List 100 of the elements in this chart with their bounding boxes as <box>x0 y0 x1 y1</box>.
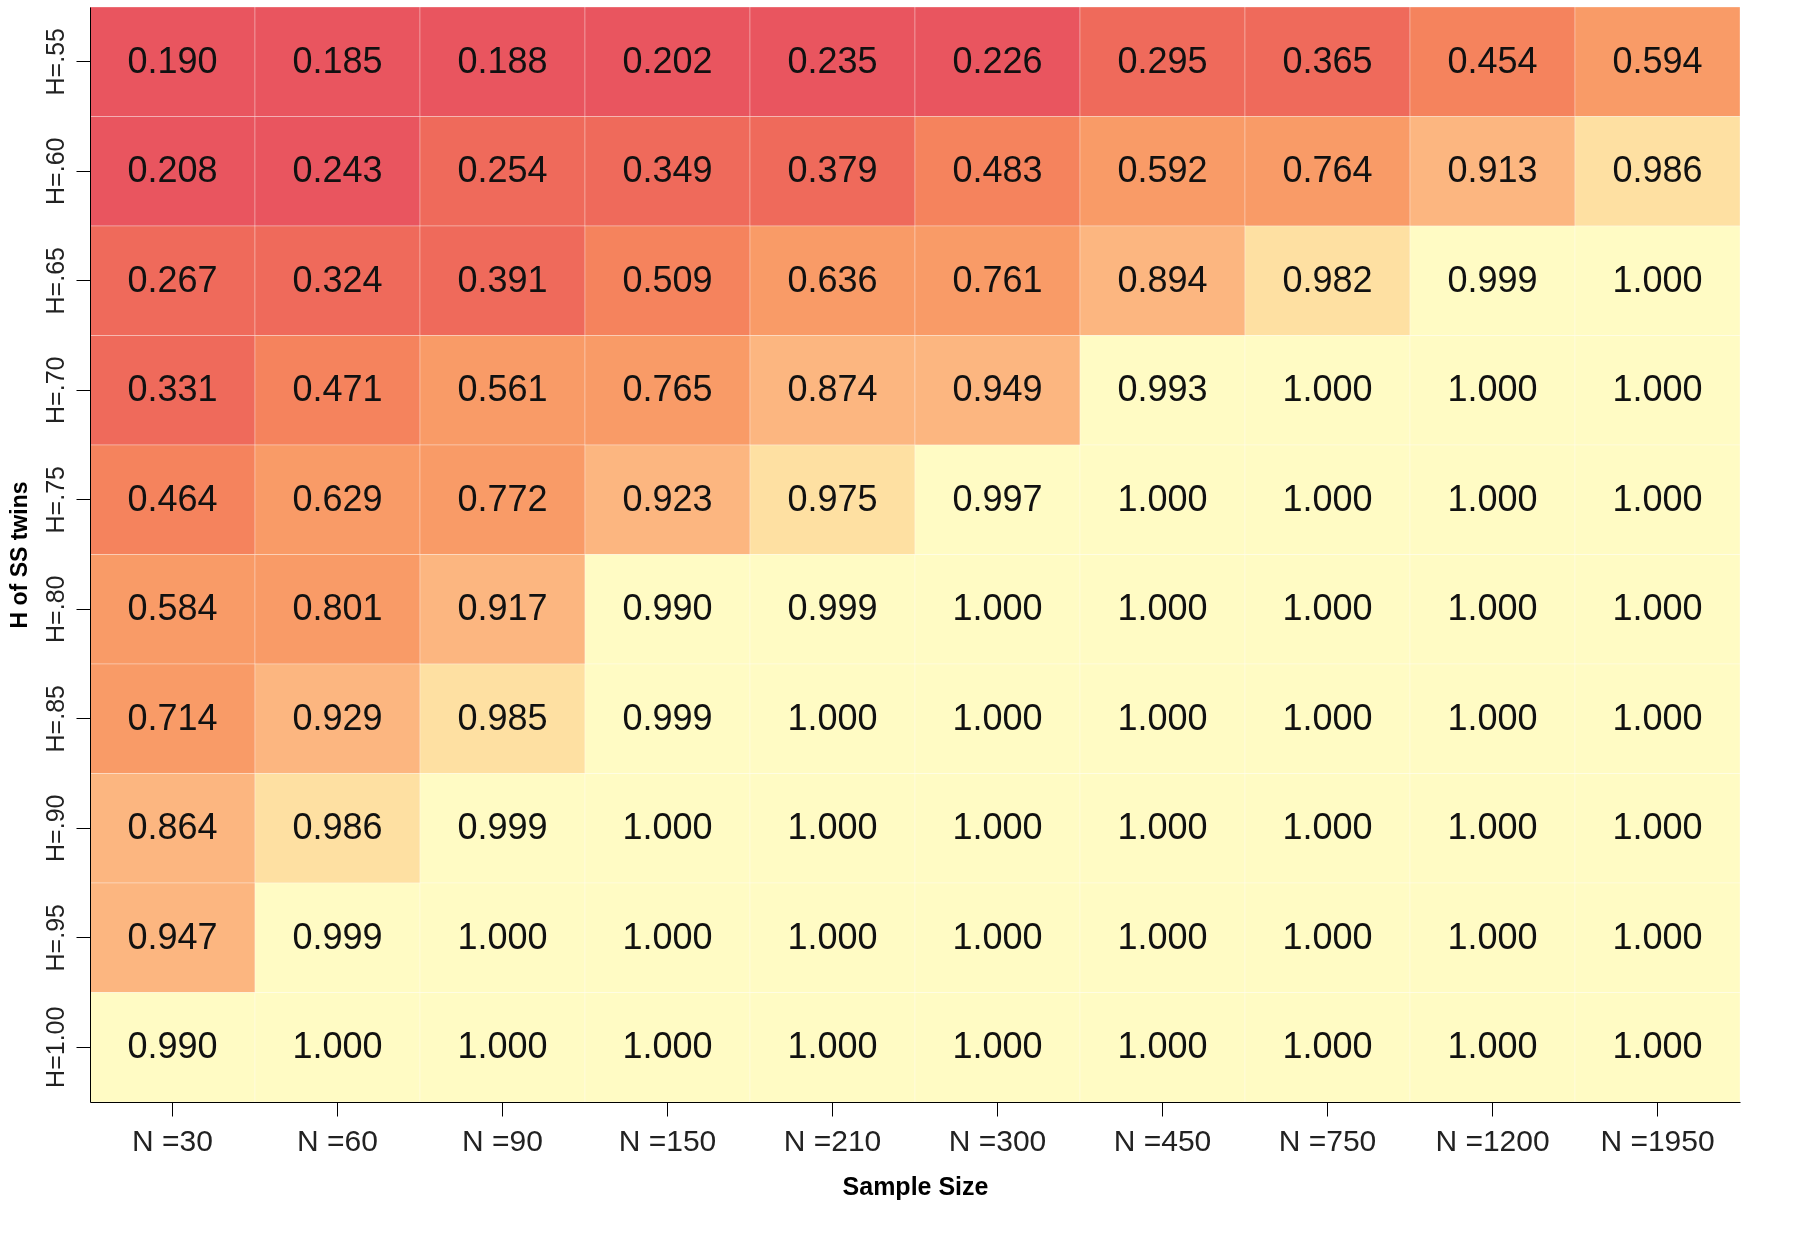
x-tick-label: N =1200 <box>1435 1123 1550 1157</box>
y-tick-label: H=.95 <box>40 904 69 972</box>
data-label: 1.000 <box>1612 1025 1703 1067</box>
data-label: 0.636 <box>787 258 878 300</box>
data-label: 0.190 <box>127 39 218 81</box>
data-label: 0.561 <box>457 368 548 410</box>
data-label: 1.000 <box>1117 477 1208 519</box>
data-label: 0.986 <box>292 806 383 848</box>
data-label: 0.761 <box>952 258 1043 300</box>
data-label: 0.331 <box>127 368 218 410</box>
x-tick-label: N =210 <box>783 1123 882 1157</box>
y-tick-label: H=.75 <box>40 466 69 534</box>
data-label: 1.000 <box>1447 806 1538 848</box>
data-label: 1.000 <box>1447 1025 1538 1067</box>
y-tick-label: H=.60 <box>40 137 69 205</box>
data-label: 0.923 <box>622 477 713 519</box>
data-label: 0.874 <box>787 368 878 410</box>
data-label: 1.000 <box>1282 477 1373 519</box>
data-label: 0.471 <box>292 368 383 410</box>
data-label: 0.801 <box>292 587 383 629</box>
data-label: 0.975 <box>787 477 878 519</box>
data-label: 0.629 <box>292 477 383 519</box>
data-label: 0.772 <box>457 477 548 519</box>
data-label: 0.295 <box>1117 39 1208 81</box>
data-label: 1.000 <box>1612 258 1703 300</box>
data-label: 1.000 <box>787 806 878 848</box>
data-label: 0.990 <box>622 587 713 629</box>
data-label: 0.764 <box>1282 149 1373 191</box>
data-label: 0.235 <box>787 39 878 81</box>
data-label: 0.894 <box>1117 258 1208 300</box>
data-label: 1.000 <box>787 915 878 957</box>
x-tick-label: N =450 <box>1113 1123 1212 1157</box>
data-label: 0.464 <box>127 477 218 519</box>
data-label: 1.000 <box>1282 806 1373 848</box>
data-label: 0.993 <box>1117 368 1208 410</box>
data-label: 0.208 <box>127 149 218 191</box>
data-label: 0.483 <box>952 149 1043 191</box>
data-label: 0.349 <box>622 149 713 191</box>
data-label: 0.947 <box>127 915 218 957</box>
data-label: 0.949 <box>952 368 1043 410</box>
y-tick-label: H=.85 <box>40 685 69 753</box>
data-label: 1.000 <box>1282 696 1373 738</box>
data-label: 1.000 <box>1117 696 1208 738</box>
data-label: 0.986 <box>1612 149 1703 191</box>
data-label: 1.000 <box>1117 915 1208 957</box>
data-label: 1.000 <box>1117 587 1208 629</box>
data-label: 0.913 <box>1447 149 1538 191</box>
data-label: 1.000 <box>787 1025 878 1067</box>
data-label: 0.999 <box>457 806 548 848</box>
data-label: 0.185 <box>292 39 383 81</box>
data-label: 1.000 <box>1282 368 1373 410</box>
data-label: 1.000 <box>1447 696 1538 738</box>
data-label: 1.000 <box>1612 915 1703 957</box>
data-label: 0.324 <box>292 258 383 300</box>
data-label: 0.929 <box>292 696 383 738</box>
data-label: 1.000 <box>1612 477 1703 519</box>
y-axis-title: H of SS twins <box>5 481 32 629</box>
data-label: 0.243 <box>292 149 383 191</box>
data-label: 1.000 <box>1117 806 1208 848</box>
data-label: 1.000 <box>457 1025 548 1067</box>
data-label: 0.509 <box>622 258 713 300</box>
data-label: 0.985 <box>457 696 548 738</box>
data-label: 0.997 <box>952 477 1043 519</box>
data-label: 1.000 <box>952 696 1043 738</box>
data-label: 1.000 <box>1282 915 1373 957</box>
data-label: 1.000 <box>622 1025 713 1067</box>
data-label: 0.982 <box>1282 258 1373 300</box>
data-label: 0.917 <box>457 587 548 629</box>
data-label: 0.267 <box>127 258 218 300</box>
data-label: 0.454 <box>1447 39 1538 81</box>
data-label: 1.000 <box>1612 368 1703 410</box>
y-tick-label: H=1.00 <box>40 1006 69 1088</box>
data-label: 1.000 <box>1447 368 1538 410</box>
data-label: 0.226 <box>952 39 1043 81</box>
data-label: 0.714 <box>127 696 218 738</box>
data-label: 0.202 <box>622 39 713 81</box>
data-label: 0.765 <box>622 368 713 410</box>
data-label: 1.000 <box>952 915 1043 957</box>
data-label: 0.999 <box>622 696 713 738</box>
data-label: 0.990 <box>127 1025 218 1067</box>
data-label: 1.000 <box>1612 587 1703 629</box>
data-label: 0.999 <box>1447 258 1538 300</box>
data-label: 1.000 <box>787 696 878 738</box>
data-label: 1.000 <box>622 806 713 848</box>
data-label: 1.000 <box>1282 587 1373 629</box>
data-label: 0.365 <box>1282 39 1373 81</box>
data-label: 1.000 <box>622 915 713 957</box>
data-label: 0.584 <box>127 587 218 629</box>
x-tick-label: N =750 <box>1278 1123 1377 1157</box>
data-label: 1.000 <box>1447 587 1538 629</box>
x-tick-label: N =1950 <box>1600 1123 1715 1157</box>
x-tick-label: N =150 <box>618 1123 717 1157</box>
x-tick-label: N =300 <box>948 1123 1047 1157</box>
x-tick-label: N =90 <box>462 1123 543 1157</box>
data-label: 0.999 <box>787 587 878 629</box>
data-label: 1.000 <box>1612 806 1703 848</box>
data-label: 1.000 <box>952 587 1043 629</box>
data-label: 1.000 <box>1612 696 1703 738</box>
y-tick-label: H=.55 <box>40 28 69 96</box>
x-tick-label: N =60 <box>297 1123 378 1157</box>
